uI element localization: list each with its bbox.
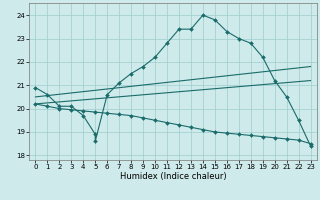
- X-axis label: Humidex (Indice chaleur): Humidex (Indice chaleur): [120, 172, 226, 181]
